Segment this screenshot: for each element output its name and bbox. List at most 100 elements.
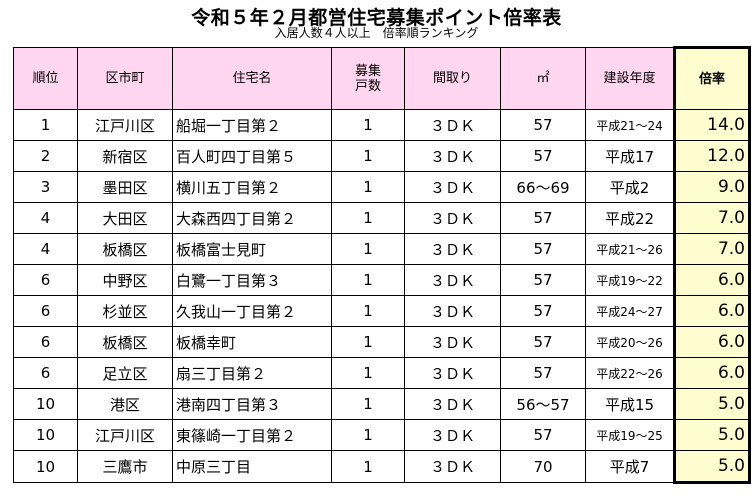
header-name: 住宅名: [172, 47, 332, 110]
name-cell: 久我山一丁目第２: [172, 295, 332, 327]
units-cell: 1: [331, 109, 405, 141]
name-cell: 扇三丁目第２: [172, 357, 332, 389]
header-row: 順位 区市町 住宅名 募集 戸数 間取り ㎡ 建設年度 倍率: [13, 46, 751, 110]
area-cell: 57: [500, 326, 586, 358]
ward-cell: 新宿区: [77, 140, 173, 172]
ward-cell: 中野区: [77, 264, 173, 296]
ratio-table: 順位 区市町 住宅名 募集 戸数 間取り ㎡ 建設年度 倍率 1 江戸川区 船堀一丁…: [13, 46, 751, 484]
header-rank: 順位: [13, 47, 78, 110]
name-cell: 大森西四丁目第２: [172, 202, 332, 234]
units-cell: 1: [331, 295, 405, 327]
rank-cell: 4: [13, 233, 78, 265]
ward-cell: 大田区: [77, 202, 173, 234]
year-cell: 平成20～26: [585, 326, 675, 358]
rank-cell: 6: [13, 326, 78, 358]
table-row: 10 三鷹市 中原三丁目 1 ３ＤＫ 70 平成7 5.0: [13, 450, 751, 484]
units-cell: 1: [331, 388, 405, 420]
ward-cell: 三鷹市: [77, 450, 173, 483]
table-row: 1 江戸川区 船堀一丁目第２ 1 ３ＤＫ 57 平成21～24 14.0: [13, 109, 751, 141]
year-cell: 平成21～24: [585, 109, 675, 141]
layout-cell: ３ＤＫ: [404, 419, 501, 451]
name-cell: 中原三丁目: [172, 450, 332, 483]
year-cell: 平成15: [585, 388, 675, 420]
table-row: 6 中野区 白鷺一丁目第３ 1 ３ＤＫ 57 平成19～22 6.0: [13, 264, 751, 296]
table-row: 10 江戸川区 東篠崎一丁目第２ 1 ３ＤＫ 57 平成19～25 5.0: [13, 419, 751, 451]
layout-cell: ３ＤＫ: [404, 295, 501, 327]
name-cell: 白鷺一丁目第３: [172, 264, 332, 296]
units-cell: 1: [331, 140, 405, 172]
rate-cell: 6.0: [673, 326, 751, 358]
units-cell: 1: [331, 326, 405, 358]
area-cell: 66～69: [500, 171, 586, 203]
rank-cell: 2: [13, 140, 78, 172]
ward-cell: 板橋区: [77, 233, 173, 265]
name-cell: 船堀一丁目第２: [172, 109, 332, 141]
table-row: 10 港区 港南四丁目第３ 1 ３ＤＫ 56～57 平成15 5.0: [13, 388, 751, 420]
page-title: 令和５年２月都営住宅募集ポイント倍率表: [191, 7, 562, 29]
header-units: 募集 戸数: [331, 47, 405, 110]
rank-cell: 10: [13, 419, 78, 451]
units-cell: 1: [331, 357, 405, 389]
ward-cell: 板橋区: [77, 326, 173, 358]
layout-cell: ３ＤＫ: [404, 450, 501, 483]
name-cell: 港南四丁目第３: [172, 388, 332, 420]
area-cell: 70: [500, 450, 586, 483]
rank-cell: 3: [13, 171, 78, 203]
area-cell: 57: [500, 295, 586, 327]
year-cell: 平成19～22: [585, 264, 675, 296]
area-cell: 56～57: [500, 388, 586, 420]
ward-cell: 杉並区: [77, 295, 173, 327]
year-cell: 平成7: [585, 450, 675, 483]
area-cell: 57: [500, 264, 586, 296]
table-row: 4 大田区 大森西四丁目第２ 1 ３ＤＫ 57 平成22 7.0: [13, 202, 751, 234]
table-row: 6 足立区 扇三丁目第２ 1 ３ＤＫ 57 平成22～26 6.0: [13, 357, 751, 389]
rank-cell: 6: [13, 295, 78, 327]
layout-cell: ３ＤＫ: [404, 388, 501, 420]
name-cell: 板橋富士見町: [172, 233, 332, 265]
year-cell: 平成24～27: [585, 295, 675, 327]
rate-cell: 6.0: [673, 295, 751, 327]
rate-cell: 6.0: [673, 357, 751, 389]
name-cell: 東篠崎一丁目第２: [172, 419, 332, 451]
name-cell: 板橋幸町: [172, 326, 332, 358]
table-row: 6 板橋区 板橋幸町 1 ３ＤＫ 57 平成20～26 6.0: [13, 326, 751, 358]
rank-cell: 1: [13, 109, 78, 141]
area-cell: 57: [500, 233, 586, 265]
table-row: 2 新宿区 百人町四丁目第５ 1 ３ＤＫ 57 平成17 12.0: [13, 140, 751, 172]
ward-cell: 墨田区: [77, 171, 173, 203]
layout-cell: ３ＤＫ: [404, 140, 501, 172]
rank-cell: 10: [13, 450, 78, 483]
rate-cell: 5.0: [673, 450, 751, 484]
header-rate: 倍率: [673, 46, 751, 110]
year-cell: 平成19～25: [585, 419, 675, 451]
header-units-line1: 募集: [354, 63, 381, 79]
header-units-line2: 戸数: [354, 78, 381, 94]
rate-cell: 7.0: [673, 233, 751, 265]
rank-cell: 10: [13, 388, 78, 420]
header-ward: 区市町: [77, 47, 173, 110]
rate-cell: 5.0: [673, 419, 751, 451]
area-cell: 57: [500, 202, 586, 234]
ward-cell: 江戸川区: [77, 109, 173, 141]
layout-cell: ３ＤＫ: [404, 264, 501, 296]
name-cell: 横川五丁目第２: [172, 171, 332, 203]
layout-cell: ３ＤＫ: [404, 202, 501, 234]
page-subtitle: 入居人数４人以上 倍率順ランキング: [274, 26, 479, 40]
year-cell: 平成22～26: [585, 357, 675, 389]
area-cell: 57: [500, 109, 586, 141]
rate-cell: 9.0: [673, 171, 751, 203]
area-cell: 57: [500, 419, 586, 451]
rate-cell: 12.0: [673, 140, 751, 172]
header-area: ㎡: [500, 47, 586, 110]
rate-cell: 6.0: [673, 264, 751, 296]
year-cell: 平成22: [585, 202, 675, 234]
header-layout: 間取り: [404, 47, 501, 110]
layout-cell: ３ＤＫ: [404, 357, 501, 389]
rank-cell: 6: [13, 357, 78, 389]
layout-cell: ３ＤＫ: [404, 233, 501, 265]
ward-cell: 港区: [77, 388, 173, 420]
units-cell: 1: [331, 171, 405, 203]
units-cell: 1: [331, 202, 405, 234]
rate-cell: 14.0: [673, 109, 751, 141]
units-cell: 1: [331, 419, 405, 451]
